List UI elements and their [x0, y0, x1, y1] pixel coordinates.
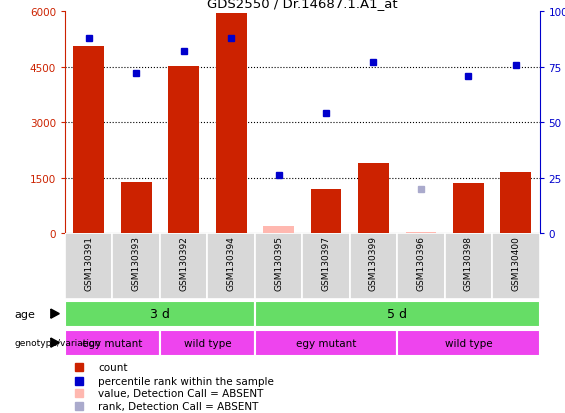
Text: count: count [98, 362, 128, 372]
Text: GSM130394: GSM130394 [227, 235, 236, 290]
Text: 5 d: 5 d [387, 307, 407, 320]
FancyBboxPatch shape [397, 233, 445, 299]
FancyBboxPatch shape [492, 233, 540, 299]
FancyBboxPatch shape [445, 233, 492, 299]
FancyBboxPatch shape [65, 301, 255, 327]
Text: GSM130391: GSM130391 [84, 235, 93, 290]
FancyBboxPatch shape [112, 233, 160, 299]
Title: GDS2550 / Dr.14687.1.A1_at: GDS2550 / Dr.14687.1.A1_at [207, 0, 398, 10]
Text: GSM130398: GSM130398 [464, 235, 473, 290]
Text: GSM130397: GSM130397 [321, 235, 331, 290]
Bar [168, 66, 199, 233]
FancyBboxPatch shape [397, 330, 540, 356]
FancyBboxPatch shape [255, 301, 540, 327]
FancyBboxPatch shape [65, 330, 160, 356]
FancyBboxPatch shape [207, 233, 255, 299]
Text: GSM130399: GSM130399 [369, 235, 378, 290]
FancyBboxPatch shape [255, 330, 397, 356]
Text: value, Detection Call = ABSENT: value, Detection Call = ABSENT [98, 389, 263, 399]
Text: 3 d: 3 d [150, 307, 170, 320]
Bar [121, 183, 151, 233]
Bar [263, 227, 294, 233]
Text: GSM130395: GSM130395 [274, 235, 283, 290]
Bar [501, 173, 531, 233]
Bar [73, 47, 104, 233]
FancyBboxPatch shape [350, 233, 397, 299]
Bar [216, 14, 246, 233]
Text: wild type: wild type [445, 338, 492, 348]
Text: rank, Detection Call = ABSENT: rank, Detection Call = ABSENT [98, 401, 259, 411]
Text: GSM130392: GSM130392 [179, 235, 188, 290]
Bar [358, 164, 389, 233]
FancyBboxPatch shape [65, 233, 112, 299]
Text: percentile rank within the sample: percentile rank within the sample [98, 376, 274, 386]
Text: egy mutant: egy mutant [296, 338, 356, 348]
Text: GSM130393: GSM130393 [132, 235, 141, 290]
Text: age: age [14, 309, 35, 319]
FancyBboxPatch shape [160, 233, 207, 299]
Text: GSM130400: GSM130400 [511, 235, 520, 290]
FancyBboxPatch shape [160, 330, 255, 356]
Text: genotype/variation: genotype/variation [14, 338, 101, 347]
Bar [453, 184, 484, 233]
Text: egy mutant: egy mutant [82, 338, 142, 348]
Text: GSM130396: GSM130396 [416, 235, 425, 290]
FancyBboxPatch shape [255, 233, 302, 299]
Bar [311, 190, 341, 233]
Text: wild type: wild type [184, 338, 231, 348]
FancyBboxPatch shape [302, 233, 350, 299]
